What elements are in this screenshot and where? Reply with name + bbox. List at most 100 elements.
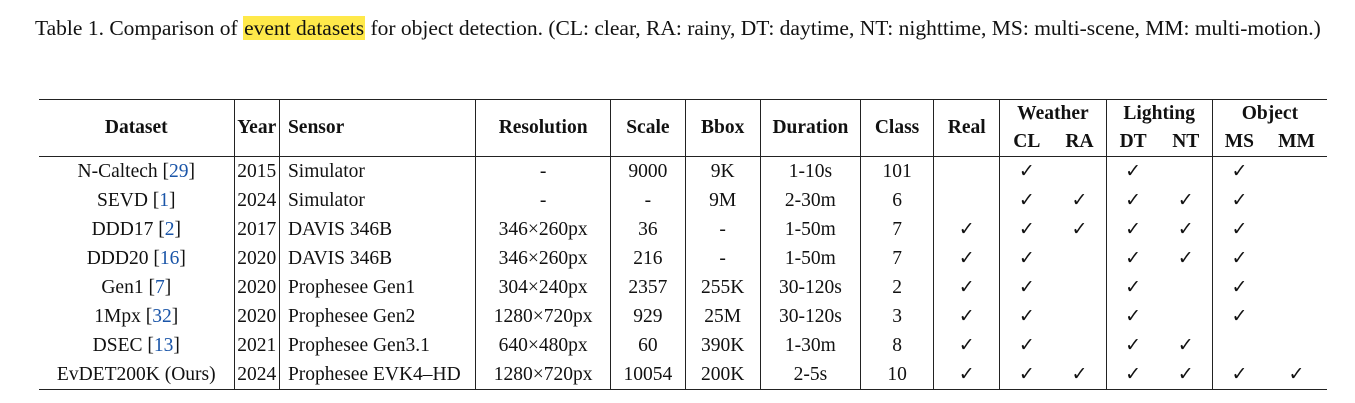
- cell-resolution: 346×260px: [475, 215, 612, 244]
- cell-scale: 929: [610, 302, 686, 331]
- cell-dataset: 1Mpx [32]: [39, 302, 235, 331]
- header-object: Object: [1212, 99, 1327, 128]
- header-sensor: Sensor: [279, 99, 477, 157]
- cell-ra: ✓: [1053, 215, 1107, 244]
- cell-mm: [1266, 244, 1327, 273]
- citation-link[interactable]: 16: [159, 247, 180, 269]
- cell-duration: 30-120s: [760, 273, 861, 302]
- cell-dt: ✓: [1125, 306, 1142, 327]
- cell-real: ✓: [933, 331, 1001, 360]
- citation-link[interactable]: 7: [154, 276, 165, 298]
- cell-dt: ✓: [1125, 219, 1142, 240]
- cell-year: 2017: [234, 215, 280, 244]
- header-year: Year: [234, 99, 280, 157]
- cell-duration: 2-5s: [760, 360, 861, 390]
- table-row: Gen1 [7] 2020 Prophesee Gen1 304×240px 2357 2…: [39, 273, 1327, 302]
- cell-dt: ✓: [1125, 190, 1142, 211]
- header-dataset: Dataset: [39, 99, 235, 157]
- cell-cl: ✓: [1018, 335, 1035, 356]
- cell-bbox: 255K: [685, 273, 761, 302]
- cell-sensor: Prophesee EVK4–HD: [279, 360, 477, 390]
- cell-nt: [1159, 156, 1213, 186]
- cell-class: 7: [860, 244, 935, 273]
- cell-dt: ✓: [1125, 277, 1142, 298]
- dataset-name: SEVD: [97, 189, 148, 211]
- cell-class: 3: [860, 302, 935, 331]
- header-ra: RA: [1053, 128, 1107, 157]
- dataset-name: DDD17: [91, 218, 154, 240]
- dataset-name: Gen1: [101, 276, 144, 298]
- cell-nt: ✓: [1159, 331, 1213, 360]
- cell-cl: ✓: [1018, 190, 1035, 211]
- citation-link[interactable]: 13: [153, 334, 174, 356]
- cell-ms: ✓: [1231, 219, 1248, 240]
- cell-ms: [1212, 331, 1266, 360]
- cell-duration: 30-120s: [760, 302, 861, 331]
- dataset-name: N-Caltech: [77, 160, 158, 182]
- cell-bbox: 9K: [685, 156, 761, 186]
- cell-real: ✓: [933, 273, 1001, 302]
- cell-nt: ✓: [1159, 215, 1213, 244]
- cell-real: ✓: [933, 244, 1001, 273]
- cell-sensor: Simulator: [279, 156, 477, 186]
- cell-cl: ✓: [1018, 248, 1035, 269]
- cell-ra: [1053, 244, 1107, 273]
- cell-scale: 2357: [610, 273, 686, 302]
- cell-cl: ✓: [1018, 219, 1035, 240]
- header-bbox: Bbox: [685, 99, 761, 157]
- cell-nt: ✓: [1159, 244, 1213, 273]
- citation-link[interactable]: 2: [164, 218, 175, 240]
- cell-nt: [1159, 302, 1213, 331]
- cell-scale: 9000: [610, 156, 686, 186]
- cell-year: 2024: [234, 360, 280, 390]
- cell-dataset: N-Caltech [29]: [39, 156, 235, 186]
- cell-resolution: 304×240px: [475, 273, 612, 302]
- cell-year: 2020: [234, 273, 280, 302]
- cell-year: 2015: [234, 156, 280, 186]
- cell-duration: 2-30m: [760, 186, 861, 215]
- cell-bbox: 25M: [685, 302, 761, 331]
- cell-dt: ✓: [1125, 335, 1142, 356]
- citation-link[interactable]: 1: [159, 189, 170, 211]
- cell-year: 2021: [234, 331, 280, 360]
- cell-dt: ✓: [1125, 248, 1142, 269]
- header-lighting: Lighting: [1106, 99, 1213, 128]
- cell-sensor: DAVIS 346B: [279, 215, 477, 244]
- caption-prefix: Table 1. Comparison of: [35, 16, 244, 40]
- cell-year: 2020: [234, 302, 280, 331]
- cell-mm: [1266, 157, 1327, 187]
- cell-sensor: Simulator: [279, 186, 477, 215]
- header-cl: CL: [999, 128, 1054, 157]
- comparison-table: Dataset Year Sensor Resolution Scale Bbo…: [39, 99, 1327, 390]
- header-nt: NT: [1159, 128, 1213, 157]
- header-resolution: Resolution: [475, 99, 612, 157]
- cell-real: ✓: [933, 360, 1001, 390]
- citation-link[interactable]: 29: [169, 160, 189, 182]
- header-real: Real: [933, 99, 1001, 157]
- table-body: N-Caltech [29] 2015 Simulator -9000 9K 1-10s 1…: [39, 156, 1327, 390]
- citation-link[interactable]: 32: [152, 305, 172, 327]
- header-dt: DT: [1106, 128, 1160, 157]
- cell-duration: 1-50m: [760, 215, 861, 244]
- cell-resolution: -: [475, 186, 612, 215]
- cell-class: 2: [860, 273, 935, 302]
- cell-cl: ✓: [1018, 161, 1035, 182]
- cell-ra: [1053, 302, 1107, 331]
- cell-bbox: 200K: [685, 360, 761, 390]
- cell-resolution: 1280×720px: [475, 302, 612, 331]
- cell-real: ✓: [933, 302, 1001, 331]
- cell-ra: ✓: [1053, 186, 1107, 215]
- header-class: Class: [860, 99, 935, 157]
- table-row: DSEC [13] 2021 Prophesee Gen3.1 640×480px 60…: [39, 331, 1327, 360]
- cell-class: 101: [860, 156, 935, 186]
- dataset-name: 1Mpx: [94, 305, 141, 327]
- cell-mm: [1266, 215, 1327, 244]
- cell-nt: [1159, 273, 1213, 302]
- cell-duration: 1-50m: [760, 244, 861, 273]
- cell-year: 2024: [234, 186, 280, 215]
- cell-sensor: Prophesee Gen1: [279, 273, 477, 302]
- table-row: DDD20 [16] 2020 DAVIS 346B 346×260px 216-1-5…: [39, 244, 1327, 273]
- cell-ms: ✓: [1231, 161, 1248, 182]
- cell-dt: ✓: [1125, 161, 1142, 182]
- table-caption: Table 1. Comparison of event datasets fo…: [35, 14, 1332, 43]
